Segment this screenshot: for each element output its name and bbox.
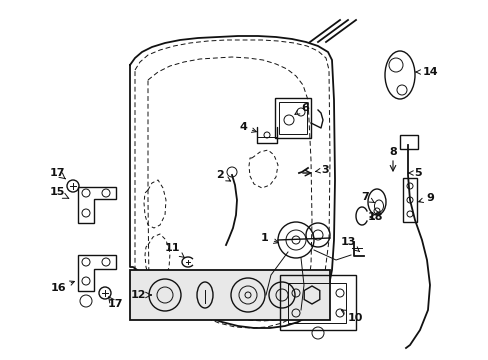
Bar bbox=[279, 102, 306, 134]
Text: 5: 5 bbox=[407, 168, 421, 178]
Text: 13: 13 bbox=[340, 237, 359, 252]
Text: 6: 6 bbox=[294, 103, 308, 114]
Text: 8: 8 bbox=[388, 147, 396, 157]
Text: 3: 3 bbox=[315, 165, 328, 175]
Text: 16: 16 bbox=[50, 281, 74, 293]
Bar bbox=[280, 275, 355, 330]
Text: 17: 17 bbox=[49, 168, 64, 178]
Bar bbox=[399, 135, 417, 149]
Bar bbox=[402, 178, 416, 222]
Text: 2: 2 bbox=[216, 170, 230, 181]
Text: 1: 1 bbox=[261, 233, 278, 243]
Text: 18: 18 bbox=[366, 212, 382, 222]
Text: 4: 4 bbox=[239, 122, 256, 132]
Text: 17: 17 bbox=[107, 299, 122, 309]
Text: 15: 15 bbox=[49, 187, 64, 197]
Text: 10: 10 bbox=[341, 310, 362, 323]
Text: 7: 7 bbox=[360, 192, 373, 203]
Text: 12: 12 bbox=[130, 290, 145, 300]
Text: 11: 11 bbox=[164, 243, 184, 257]
Bar bbox=[274, 98, 310, 138]
Bar bbox=[287, 283, 346, 323]
Text: 14: 14 bbox=[415, 67, 437, 77]
Bar bbox=[130, 270, 329, 320]
Text: 9: 9 bbox=[418, 193, 433, 203]
